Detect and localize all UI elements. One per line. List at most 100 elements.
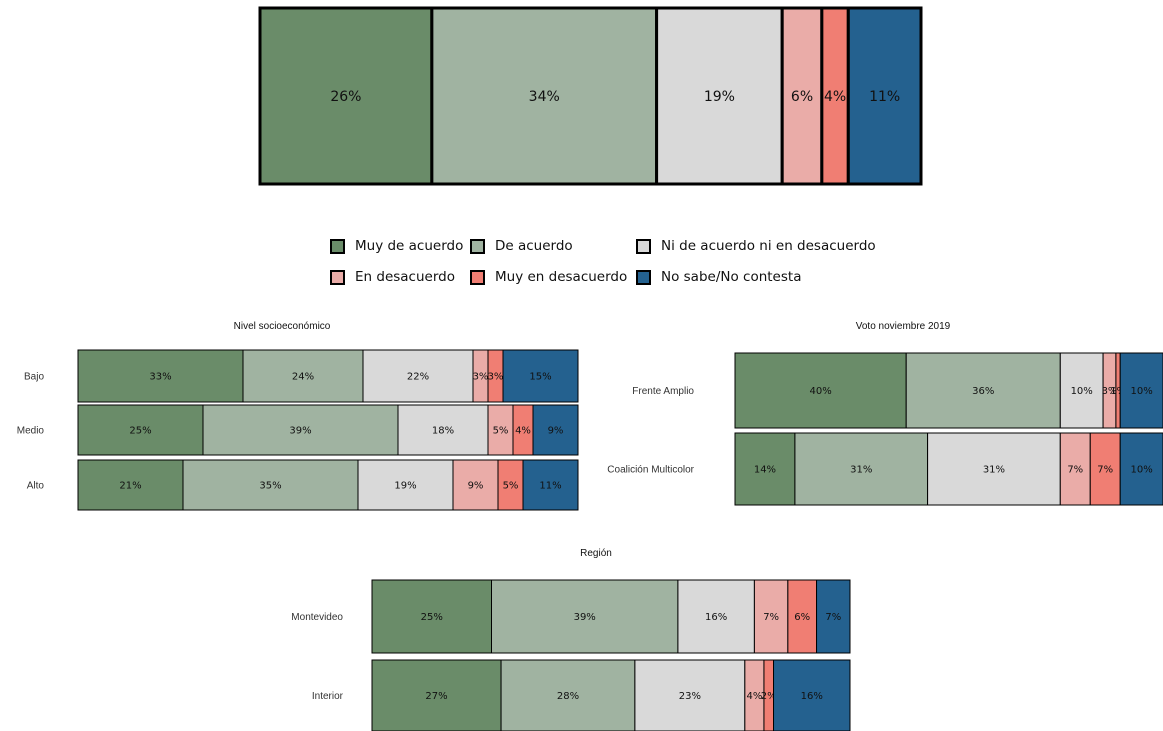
bar-segment-de-acuerdo [202,404,399,456]
bar-segment-ni-de-acuerdo-ni-en-desacuerdo [1059,352,1104,429]
row-label-frente-amplio: Frente Amplio [632,386,694,397]
legend-label: Ni de acuerdo ni en desacuerdo [661,238,876,254]
data-label: 21% [119,481,141,492]
data-label: 5% [503,481,519,492]
data-label: 11% [539,481,561,492]
data-label: 25% [129,426,151,437]
data-label: 3% [473,372,489,383]
data-label: 16% [801,691,823,702]
bar-segment-ni-de-acuerdo-ni-en-desacuerdo [655,6,784,186]
bar-segment-no-sabe-no-contesta [816,579,851,654]
data-label: 4% [515,426,531,437]
bar-segment-muy-de-acuerdo [371,579,492,654]
bar-segment-no-sabe-no-contesta [773,659,851,731]
bar-segment-muy-de-acuerdo [77,459,184,511]
data-label: 7% [1097,465,1113,476]
data-label: 33% [149,372,171,383]
data-label: 1% [1110,386,1126,397]
legend-item-no-sabe: No sabe/No contesta [636,267,801,287]
bar-segment-no-sabe-no-contesta [502,349,579,403]
legend-item-ni-de-acuerdo: Ni de acuerdo ni en desacuerdo [636,236,876,256]
data-label: 19% [394,481,416,492]
panel-voto: Voto noviembre 2019 Frente Amplio 40% 36% 10… [607,321,1163,506]
bar-segment-muy-de-acuerdo [258,6,434,186]
data-label: 39% [289,426,311,437]
legend-label: No sabe/No contesta [661,269,802,285]
data-label: 10% [1130,465,1152,476]
row-label-interior: Interior [312,691,344,702]
data-label: 5% [493,426,509,437]
row-label-montevideo: Montevideo [291,612,343,623]
bar-segment-no-sabe-no-contesta [846,6,923,186]
data-label: 39% [574,612,596,623]
legend-swatch [470,238,485,254]
legend-swatch [636,238,651,254]
data-label: 35% [259,481,281,492]
bar-segment-muy-de-acuerdo [77,404,204,456]
row-label-coalicion-multicolor: Coalición Multicolor [607,465,694,476]
data-label: 3% [1102,386,1118,397]
data-label: 24% [292,372,314,383]
bar-segment-muy-de-acuerdo [77,349,244,403]
panel-region: Región Montevideo 25% 39% 16% 7% 6% 7% Interior 2… [291,548,851,731]
legend-label: De acuerdo [495,238,573,254]
legend-label: En desacuerdo [355,269,455,285]
data-label: 10% [1130,386,1152,397]
legend-swatch [470,269,485,285]
data-label: 11% [869,89,900,105]
row-label-alto: Alto [27,481,45,492]
bar-segment-de-acuerdo [182,459,359,511]
data-label: 40% [809,386,831,397]
data-label: 14% [754,465,776,476]
data-label: 28% [557,691,579,702]
data-label: 25% [421,612,443,623]
panel-nse: Nivel socioeconómico Bajo 33% 24% 22% 3% 3% 15%… [17,321,579,511]
bar-segment-de-acuerdo [794,432,929,506]
panel-title: Nivel socioeconómico [234,321,331,332]
data-label: 7% [825,612,841,623]
bar-segment-ni-de-acuerdo-ni-en-desacuerdo [362,349,474,403]
bar-segment-en-desacuerdo [452,459,499,511]
bar-segment-muy-de-acuerdo [734,352,907,429]
bar-segment-ni-de-acuerdo-ni-en-desacuerdo [677,579,755,654]
bar-segment-de-acuerdo [905,352,1061,429]
legend-item-en-desacuerdo: En desacuerdo [330,267,455,287]
row-label-bajo: Bajo [24,372,44,383]
data-label: 9% [468,481,484,492]
data-label: 23% [679,691,701,702]
bar-segment-ni-de-acuerdo-ni-en-desacuerdo [397,404,489,456]
legend-swatch [330,269,345,285]
data-label: 31% [983,465,1005,476]
bar-segment-ni-de-acuerdo-ni-en-desacuerdo [634,659,746,731]
data-label: 10% [1071,386,1093,397]
data-label: 36% [972,386,994,397]
data-label: 18% [432,426,454,437]
data-label: 9% [548,426,564,437]
data-label: 6% [794,612,810,623]
bar-segment-muy-de-acuerdo [371,659,502,731]
row-label-medio: Medio [17,426,45,437]
legend-swatch [330,238,345,254]
data-label: 2% [761,691,777,702]
data-label: 3% [488,372,504,383]
bar-segment-ni-de-acuerdo-ni-en-desacuerdo [357,459,454,511]
bar-segment-en-desacuerdo [487,404,514,456]
bar-segment-no-sabe-no-contesta [522,459,579,511]
data-label: 27% [425,691,447,702]
data-label: 16% [705,612,727,623]
data-label: 15% [529,372,551,383]
legend-swatch [636,269,651,285]
legend-item-muy-de-acuerdo: Muy de acuerdo [330,236,463,256]
bar-segment-en-desacuerdo [1059,432,1091,506]
legend-item-de-acuerdo: De acuerdo [470,236,573,256]
data-label: 31% [850,465,872,476]
legend-label: Muy de acuerdo [355,238,464,254]
bar-segment-muy-en-desacuerdo [820,6,850,186]
data-label: 26% [330,89,361,105]
bar-segment-de-acuerdo [242,349,364,403]
bar-segment-ni-de-acuerdo-ni-en-desacuerdo [927,432,1061,506]
data-label: 4% [746,691,762,702]
legend-item-muy-en-desacuerdo: Muy en desacuerdo [470,267,627,287]
bar-segment-muy-de-acuerdo [734,432,796,506]
